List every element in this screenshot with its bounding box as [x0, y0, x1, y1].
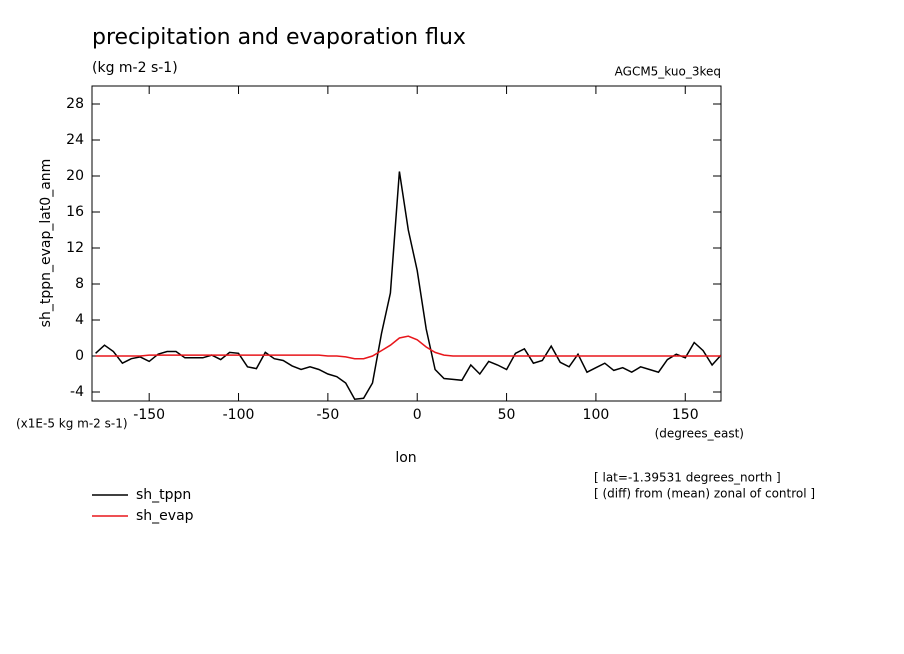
series-line — [95, 335, 721, 360]
note: [ (diff) from (mean) zonal of control ] — [594, 487, 815, 501]
y-tick-label: 16 — [66, 204, 84, 220]
plot-frame — [91, 85, 722, 402]
x-tick-label: -150 — [133, 407, 165, 423]
legend-label: sh_tppn — [136, 487, 191, 503]
y-tick-label: 24 — [66, 132, 84, 148]
x-tick-label: -50 — [316, 407, 339, 423]
y-tick-label: 4 — [75, 312, 84, 328]
y-unit: (x1E-5 kg m-2 s-1) — [16, 417, 128, 431]
chart-subtitle: (kg m-2 s-1) — [92, 60, 178, 76]
y-tick-label: 28 — [66, 96, 84, 112]
note: [ lat=-1.39531 degrees_north ] — [594, 471, 781, 485]
x-tick-label: 150 — [672, 407, 699, 423]
x-unit: (degrees_east) — [655, 427, 744, 441]
x-tick-label: -100 — [223, 407, 255, 423]
x-axis-label: lon — [395, 450, 416, 466]
y-tick-label: 0 — [75, 348, 84, 364]
x-tick-label: 100 — [583, 407, 610, 423]
run-label: AGCM5_kuo_3keq — [615, 65, 721, 79]
y-tick-label: 20 — [66, 168, 84, 184]
x-tick-label: 50 — [498, 407, 516, 423]
chart-title: precipitation and evaporation flux — [92, 25, 466, 50]
y-tick-label: 12 — [66, 240, 84, 256]
series-line — [95, 171, 722, 400]
y-tick-label: -4 — [70, 384, 84, 400]
x-tick-label: 0 — [413, 407, 422, 423]
y-tick-label: 8 — [75, 276, 84, 292]
y-axis-label: sh_tppn_evap_lat0_anm — [38, 159, 54, 328]
legend-label: sh_evap — [136, 508, 194, 524]
